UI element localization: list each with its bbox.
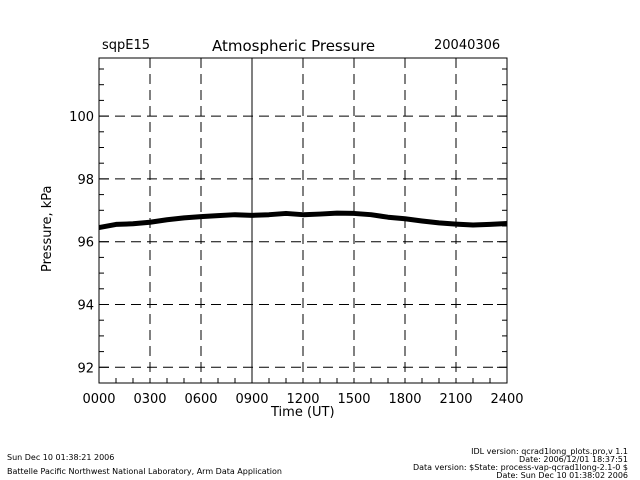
y-tick-label: 92 [77, 361, 94, 376]
data-date: Date: Sun Dec 10 01:38:02 2006 [496, 471, 628, 480]
site-label: sqpE15 [102, 38, 151, 53]
y-axis-label: Pressure, kPa [40, 185, 55, 272]
x-tick-label: 2400 [490, 392, 523, 407]
x-tick-label: 1200 [286, 392, 319, 407]
x-tick-label: 0300 [133, 392, 166, 407]
x-tick-label: 1500 [337, 392, 370, 407]
run-time: Sun Dec 10 01:38:21 2006 [7, 453, 115, 462]
y-tick-label: 100 [69, 110, 94, 125]
x-tick-label: 0000 [82, 392, 115, 407]
y-tick-label: 98 [77, 173, 94, 188]
x-tick-label: 0900 [235, 392, 268, 407]
x-tick-label: 0600 [184, 392, 217, 407]
institution: Battelle Pacific Northwest National Labo… [7, 467, 282, 476]
x-tick-label: 1800 [388, 392, 421, 407]
chart-title: Atmospheric Pressure [212, 37, 376, 55]
y-tick-label: 94 [77, 298, 94, 313]
date-label: 20040306 [434, 38, 501, 53]
data-version: Data version: $State: process-vap-qcrad1… [412, 463, 628, 472]
y-tick-label: 96 [77, 236, 94, 251]
idl-version: IDL version: qcrad1long_plots.pro,v 1.1 [471, 447, 628, 456]
x-tick-label: 2100 [439, 392, 472, 407]
idl-date: Date: 2006/12/01 18:37:51 [519, 455, 628, 464]
pressure-line [98, 210, 508, 231]
x-axis-label: Time (UT) [271, 405, 335, 420]
